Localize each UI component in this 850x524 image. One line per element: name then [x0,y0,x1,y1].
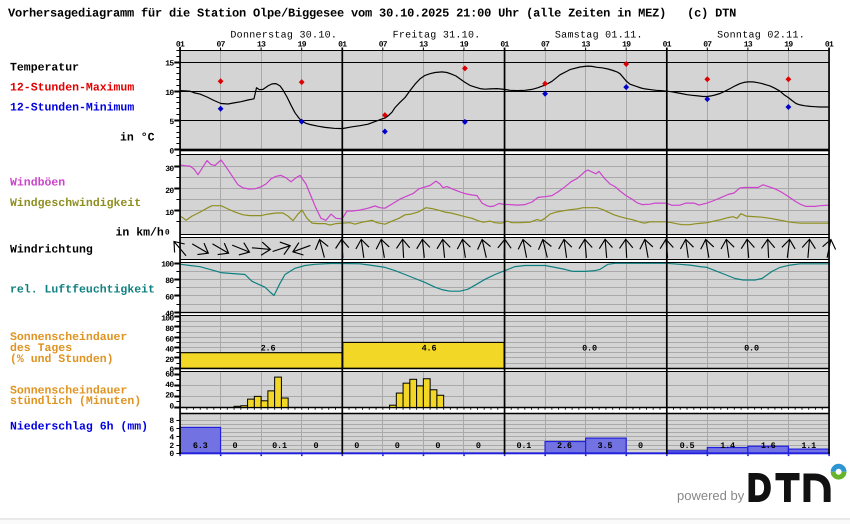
svg-text:01: 01 [663,41,672,50]
svg-text:1.6: 1.6 [761,441,776,451]
svg-text:3.5: 3.5 [598,441,613,451]
svg-text:19: 19 [784,41,793,50]
svg-text:des Tages: des Tages [10,342,72,355]
svg-text:07: 07 [379,41,388,50]
svg-text:2.6: 2.6 [557,441,572,451]
svg-text:0: 0 [476,441,481,451]
svg-text:01: 01 [825,41,834,50]
svg-text:0.5: 0.5 [680,441,695,451]
svg-text:100: 100 [161,261,174,270]
svg-text:rel. Luftfeuchtigkeit: rel. Luftfeuchtigkeit [10,284,155,297]
svg-text:0.1: 0.1 [516,441,531,451]
svg-text:2.6: 2.6 [261,344,276,354]
svg-text:100: 100 [161,315,174,324]
svg-text:in °C: in °C [120,132,155,145]
svg-text:20: 20 [165,356,174,365]
svg-text:20: 20 [165,392,174,401]
svg-text:0: 0 [233,441,238,451]
svg-text:80: 80 [165,325,174,334]
svg-text:Freitag 31.10.: Freitag 31.10. [393,30,481,42]
svg-text:1.1: 1.1 [801,441,816,451]
svg-text:60: 60 [165,335,174,344]
svg-text:6.3: 6.3 [193,441,208,451]
svg-text:Sonnenscheindauer: Sonnenscheindauer [10,331,127,344]
svg-text:4: 4 [169,434,174,443]
svg-text:Temperatur: Temperatur [10,62,79,75]
svg-text:Niederschlag 6h (mm): Niederschlag 6h (mm) [10,420,148,433]
svg-text:powered by: powered by [677,488,745,503]
svg-text:6: 6 [169,425,174,434]
svg-text:07: 07 [216,41,225,50]
svg-text:10: 10 [165,209,174,218]
svg-text:5: 5 [169,118,174,127]
svg-text:13: 13 [419,41,428,50]
svg-text:13: 13 [257,41,266,50]
svg-text:4.6: 4.6 [422,344,437,354]
svg-text:12-Stunden-Minimum: 12-Stunden-Minimum [10,102,134,115]
svg-text:12-Stunden-Maximum: 12-Stunden-Maximum [10,81,134,94]
svg-text:Windgeschwindigkeit: Windgeschwindigkeit [10,197,141,210]
svg-text:0: 0 [435,441,440,451]
svg-text:Donnerstag 30.10.: Donnerstag 30.10. [230,31,337,42]
svg-text:stündlich (Minuten): stündlich (Minuten) [10,395,141,408]
svg-text:1.4: 1.4 [720,441,735,451]
svg-text:80: 80 [165,277,174,286]
svg-text:13: 13 [744,41,753,50]
svg-text:10: 10 [165,89,174,98]
svg-text:Sonntag 02.11.: Sonntag 02.11. [717,31,805,42]
svg-text:19: 19 [460,41,469,50]
svg-text:0: 0 [169,366,174,375]
svg-text:01: 01 [500,41,509,50]
svg-text:Vorhersagediagramm für die Sta: Vorhersagediagramm für die Station Olpe/… [8,7,736,21]
svg-text:0: 0 [314,441,319,451]
svg-text:0.0: 0.0 [744,344,759,354]
svg-text:07: 07 [703,41,712,50]
svg-text:0: 0 [395,441,400,451]
svg-text:0.0: 0.0 [582,344,597,354]
svg-text:40: 40 [165,381,174,390]
svg-text:0: 0 [354,441,359,451]
svg-text:Windrichtung: Windrichtung [10,243,93,256]
svg-text:15: 15 [165,60,174,69]
svg-text:01: 01 [338,41,347,50]
svg-text:40: 40 [165,346,174,355]
svg-text:(% und Stunden): (% und Stunden) [10,353,114,366]
svg-text:0: 0 [169,450,174,459]
svg-text:20: 20 [165,187,174,196]
svg-text:60: 60 [165,294,174,303]
svg-text:0.1: 0.1 [272,441,287,451]
svg-text:in km/h: in km/h [115,227,163,240]
svg-text:19: 19 [622,41,631,50]
svg-text:60: 60 [165,371,174,380]
svg-text:0: 0 [169,402,174,411]
svg-text:0: 0 [165,228,170,237]
svg-text:13: 13 [581,41,590,50]
svg-text:Windböen: Windböen [10,177,65,190]
svg-text:0: 0 [169,147,174,156]
svg-text:8: 8 [169,417,174,426]
svg-text:01: 01 [176,41,185,50]
svg-text:30: 30 [165,165,174,174]
svg-text:2: 2 [169,442,174,451]
svg-text:40: 40 [165,310,174,319]
svg-text:Sonnenscheindauer: Sonnenscheindauer [10,384,127,397]
svg-text:0: 0 [638,441,643,451]
svg-text:Samstag 01.11.: Samstag 01.11. [555,31,643,42]
svg-text:07: 07 [541,41,550,50]
svg-text:19: 19 [298,41,307,50]
